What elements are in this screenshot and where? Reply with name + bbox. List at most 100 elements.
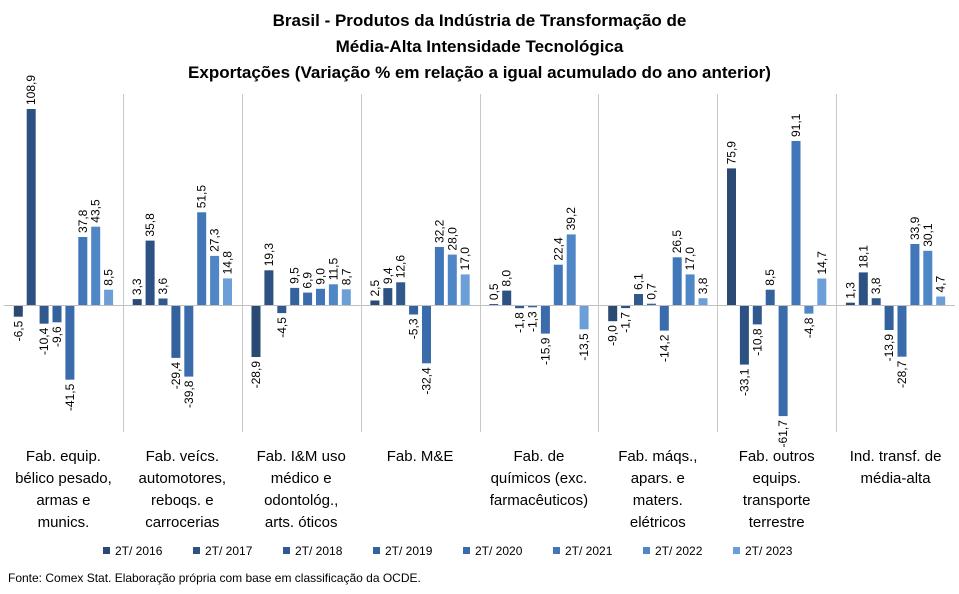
data-label: -1,7 xyxy=(619,312,633,333)
category-label-line: automotores, xyxy=(138,470,227,487)
data-label: 0,5 xyxy=(487,283,501,300)
data-label: -9,6 xyxy=(50,326,64,347)
bar xyxy=(39,305,49,324)
title-line-3: Exportações (Variação % em relação a igu… xyxy=(188,63,771,82)
bar xyxy=(765,289,775,305)
bar xyxy=(251,305,261,357)
category-label-line: Fab. M&E xyxy=(386,448,454,465)
legend-label: 2T/ 2016 xyxy=(115,544,163,558)
data-label: 9,4 xyxy=(381,267,395,284)
bar xyxy=(540,305,550,334)
category-label-line: transporte xyxy=(742,492,811,509)
data-label: 32,2 xyxy=(432,219,446,243)
data-label: 6,1 xyxy=(632,273,646,290)
category-label-line: Fab. veícs. xyxy=(145,448,219,465)
data-label: -4,8 xyxy=(802,317,816,338)
data-label: -32,4 xyxy=(420,367,434,395)
data-label: -61,7 xyxy=(776,420,790,448)
category-label: Fab. outros equips. transporte terrestre xyxy=(718,446,836,534)
bar xyxy=(52,305,62,323)
data-label: 3,8 xyxy=(696,277,710,294)
data-label: 91,1 xyxy=(789,113,803,137)
legend-swatch xyxy=(553,547,560,554)
data-label: 0,7 xyxy=(644,283,658,300)
category-label-line: Fab. equip. xyxy=(25,448,101,465)
bar xyxy=(871,298,881,305)
bar xyxy=(370,300,380,305)
data-label: 14,8 xyxy=(221,251,235,275)
category-label: Fab. veícs. automotores, reboqs. e carrocer… xyxy=(123,446,241,534)
data-label: -41,5 xyxy=(63,383,77,411)
category-label-line: Ind. transf. de xyxy=(849,448,942,465)
legend-label: 2T/ 2018 xyxy=(295,544,343,558)
category-label-line: elétricos xyxy=(629,514,686,531)
bar xyxy=(528,305,537,308)
data-label: -29,4 xyxy=(169,362,183,390)
data-label: -28,9 xyxy=(249,361,263,389)
bar xyxy=(752,305,762,325)
data-label: -14,2 xyxy=(657,334,671,362)
legend-swatch xyxy=(463,547,470,554)
data-label: 28,0 xyxy=(445,227,459,251)
data-label: 108,9 xyxy=(24,75,38,105)
legend-item: 2T/ 2019 xyxy=(373,543,432,559)
data-label: 3,3 xyxy=(130,278,144,295)
data-label: 22,4 xyxy=(551,237,565,261)
bar xyxy=(383,288,393,305)
data-label: 26,5 xyxy=(670,230,684,254)
bar xyxy=(171,305,181,358)
legend-label: 2T/ 2021 xyxy=(565,544,613,558)
legend-item: 2T/ 2022 xyxy=(643,543,702,559)
data-label: -28,7 xyxy=(895,360,909,388)
legend-label: 2T/ 2020 xyxy=(475,544,523,558)
bar xyxy=(910,244,920,305)
bar xyxy=(396,282,406,305)
bar xyxy=(739,305,749,365)
category-label-line: odontológ., xyxy=(264,492,339,509)
bar xyxy=(210,255,220,305)
bar xyxy=(316,288,325,305)
data-label: 33,9 xyxy=(908,216,922,240)
category-label-line: terrestre xyxy=(748,514,805,531)
data-label: 8,5 xyxy=(763,269,777,286)
bar xyxy=(502,290,512,305)
bar xyxy=(91,226,101,305)
legend-swatch xyxy=(733,547,740,554)
bar xyxy=(672,257,682,305)
category-label-line: reboqs. e xyxy=(151,492,214,509)
bar xyxy=(78,237,88,305)
category-label: Fab. máqs., apars. e maters. elétricos xyxy=(599,446,717,534)
data-label: 4,7 xyxy=(934,275,948,292)
data-label: 27,3 xyxy=(208,228,222,252)
data-label: 18,1 xyxy=(856,245,870,269)
bar xyxy=(434,247,444,305)
data-label: 43,5 xyxy=(89,199,103,223)
data-label: -13,5 xyxy=(577,333,591,361)
data-label: 3,8 xyxy=(869,277,883,294)
legend-item: 2T/ 2018 xyxy=(283,543,342,559)
title-line-2: Média-Alta Intensidade Tecnológica xyxy=(335,37,624,56)
legend-label: 2T/ 2019 xyxy=(385,544,433,558)
bar xyxy=(858,272,868,305)
data-label: 8,0 xyxy=(500,270,514,287)
bar xyxy=(727,168,736,305)
category-label-line: maters. xyxy=(632,492,683,509)
category-label: Fab. M&E xyxy=(361,446,479,468)
bar xyxy=(515,305,525,309)
data-label: -13,9 xyxy=(882,334,896,362)
category-label-line: Fab. máqs., xyxy=(618,448,698,465)
bar xyxy=(579,305,589,330)
bar xyxy=(341,289,351,305)
legend-swatch xyxy=(373,547,380,554)
bar xyxy=(685,274,695,305)
data-label: -10,8 xyxy=(750,328,764,356)
category-label-line: médico e xyxy=(270,470,332,487)
bar xyxy=(223,278,232,305)
bar xyxy=(447,254,457,305)
bar xyxy=(608,305,618,322)
legend-swatch xyxy=(193,547,200,554)
bar xyxy=(65,305,75,380)
data-label: 8,7 xyxy=(339,268,353,285)
legend-swatch xyxy=(283,547,290,554)
